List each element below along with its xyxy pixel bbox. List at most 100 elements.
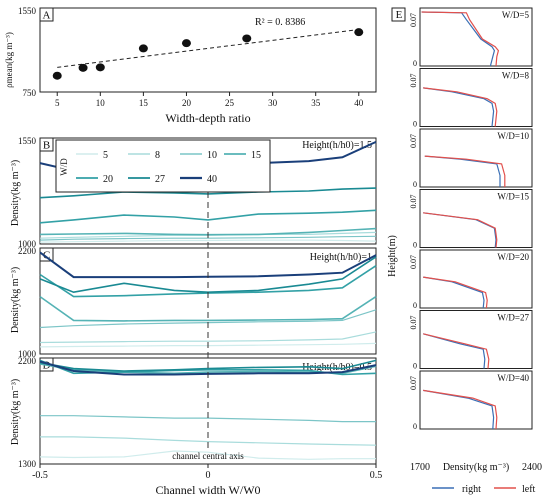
xtick-left: -0.5	[32, 470, 48, 481]
legend-label-15: 15	[251, 150, 261, 161]
panel-e-subplot-frame	[419, 310, 533, 369]
legend-right-label: right	[462, 484, 481, 495]
panel-e-subplot-frame	[419, 68, 533, 127]
panel-e-letter-box	[391, 7, 406, 22]
panel-a-xtick-label: 5	[55, 98, 60, 108]
panel-e-left-profile	[424, 155, 506, 187]
panel-a-point	[78, 63, 88, 72]
panel-d: D Height(h/h0)=0.5 2200 1300 Density(kg …	[10, 356, 382, 497]
series-line-15	[39, 295, 377, 322]
panel-a-frame	[39, 7, 377, 93]
panel-e-ytick-top: 0.07	[409, 74, 418, 88]
panel-e-right-profile	[423, 333, 486, 369]
panel-e-ytick-zero: 0	[413, 362, 417, 371]
panel-e-right-profile	[421, 11, 496, 67]
panel-a-xtick-label: 15	[139, 98, 149, 108]
bcd-legend-entries: 5 8 10 15 20 27 40	[76, 150, 261, 185]
panel-e-subplot-label: W/D=10	[497, 131, 529, 141]
panel-a: A 1550 750 ρmean(kg m⁻³) 5 10 15 20 25 30 35 40…	[4, 6, 377, 125]
panel-d-ytick-bottom: 1300	[18, 459, 37, 469]
panel-d-ytick-top: 2200	[18, 356, 37, 366]
panel-b-letter-box	[39, 137, 54, 152]
panel-a-xtick-label: 25	[225, 98, 235, 108]
legend-label-27: 27	[155, 174, 165, 185]
panel-b-ylabel: Density(kg m⁻³)	[10, 160, 21, 226]
panel-e-left-profile	[423, 212, 498, 248]
panel-c-ytick-top: 2200	[18, 246, 37, 256]
panel-a-letter-box	[39, 7, 54, 22]
panel-a-letter: A	[43, 10, 51, 22]
panel-a-xtick-label: 40	[354, 98, 364, 108]
xtick-center: 0	[206, 470, 211, 481]
panel-e-left-profile	[423, 389, 498, 430]
panel-e-ytick-top: 0.07	[409, 316, 418, 330]
panel-e-subplot-label: W/D=8	[502, 71, 530, 81]
panel-e-ytick-zero: 0	[413, 120, 417, 129]
panel-b-ytick-bottom: 1000	[18, 239, 37, 249]
panel-a-r2: R² = 0. 8386	[255, 17, 305, 28]
panel-b-letter: B	[43, 140, 50, 152]
series-line-27	[39, 359, 377, 372]
panel-e-subplot-label: W/D=40	[497, 373, 529, 383]
panel-e-letter: E	[396, 9, 403, 21]
panel-e-left-profile	[423, 276, 488, 309]
legend-label-40: 40	[207, 174, 217, 185]
panel-e-ytick-zero: 0	[413, 422, 417, 431]
series-line-5	[39, 239, 377, 243]
panel-e: W/D=5 0.07 0 W/D=8 0.07 0 W/D=10 0.07 0 W/D=15 0.0…	[387, 7, 542, 495]
panel-a-xtick-label: 30	[268, 98, 278, 108]
series-line-8	[39, 331, 377, 344]
panel-a-point	[181, 39, 191, 48]
legend-label-8: 8	[155, 150, 160, 161]
panel-c-letter-box	[39, 247, 54, 262]
series-line-10	[39, 235, 377, 241]
panel-d-height-label: Height(h/h0)=0.5	[302, 362, 372, 373]
panel-e-ytick-zero: 0	[413, 241, 417, 250]
panel-e-ylabel: Height(m)	[387, 235, 398, 277]
panel-e-ytick-top: 0.07	[409, 255, 418, 269]
panel-a-xtick-label: 35	[311, 98, 321, 108]
panel-e-left-profile	[423, 333, 490, 369]
panel-d-ylabel: Density(kg m⁻³)	[10, 379, 21, 445]
panel-a-xticks: 5 10 15 20 25 30 35 40	[55, 92, 364, 108]
panel-a-ylabel: ρmean(kg m⁻³)	[4, 32, 14, 88]
panel-a-trendline	[57, 29, 359, 68]
bcd-legend-title: W/D	[59, 158, 69, 176]
panel-e-subplot-label: W/D=20	[497, 252, 529, 262]
panel-b-ytick-top: 1550	[18, 136, 37, 146]
panel-e-ytick-zero: 0	[413, 59, 417, 68]
panel-a-xlabel: Width-depth ratio	[165, 111, 250, 125]
panel-a-points	[52, 28, 364, 80]
panel-e-left-profile	[423, 87, 498, 127]
series-line-10	[40, 415, 376, 423]
series-line-20	[39, 209, 377, 224]
panel-e-ytick-top: 0.07	[409, 195, 418, 209]
panel-e-subplot-label: W/D=27	[497, 313, 529, 323]
panel-a-point	[354, 28, 364, 37]
bcd-xlabel: Channel width W/W0	[155, 483, 260, 497]
panel-c-height-label: Height(h/h0)=1	[310, 252, 372, 263]
panel-e-subplots: W/D=5 0.07 0 W/D=8 0.07 0 W/D=10 0.07 0 W/D=15 0.0…	[409, 7, 533, 431]
panel-a-ytick-bottom: 750	[23, 88, 37, 98]
panel-c-ytick-bottom: 1000	[18, 349, 37, 359]
legend-label-10: 10	[207, 150, 217, 161]
panel-a-xtick-label: 20	[182, 98, 192, 108]
panel-e-subplot-label: W/D=15	[497, 192, 529, 202]
panel-e-xlabel: Density(kg m⁻³)	[443, 462, 509, 473]
panel-b-height-label: Height(h/h0)=1.5	[302, 140, 372, 151]
panel-a-point	[95, 63, 105, 72]
panel-e-subplot-frame	[419, 7, 533, 67]
panel-e-subplot-frame	[419, 128, 533, 188]
series-line-5	[39, 450, 376, 460]
panel-e-ytick-top: 0.07	[409, 134, 418, 148]
panel-e-left-profile	[421, 11, 500, 67]
panel-c-ylabel: Density(kg m⁻³)	[10, 267, 21, 333]
legend-left-label: left	[522, 484, 536, 495]
panel-e-ytick-top: 0.07	[409, 13, 418, 27]
panel-c: C Height(h/h0)=1 2200 1000 Density(kg m⁻…	[10, 246, 377, 359]
panel-e-subplot-frame	[419, 370, 533, 430]
panel-e-legend: right left	[432, 484, 536, 495]
panel-e-xtick-left: 1700	[410, 462, 430, 473]
